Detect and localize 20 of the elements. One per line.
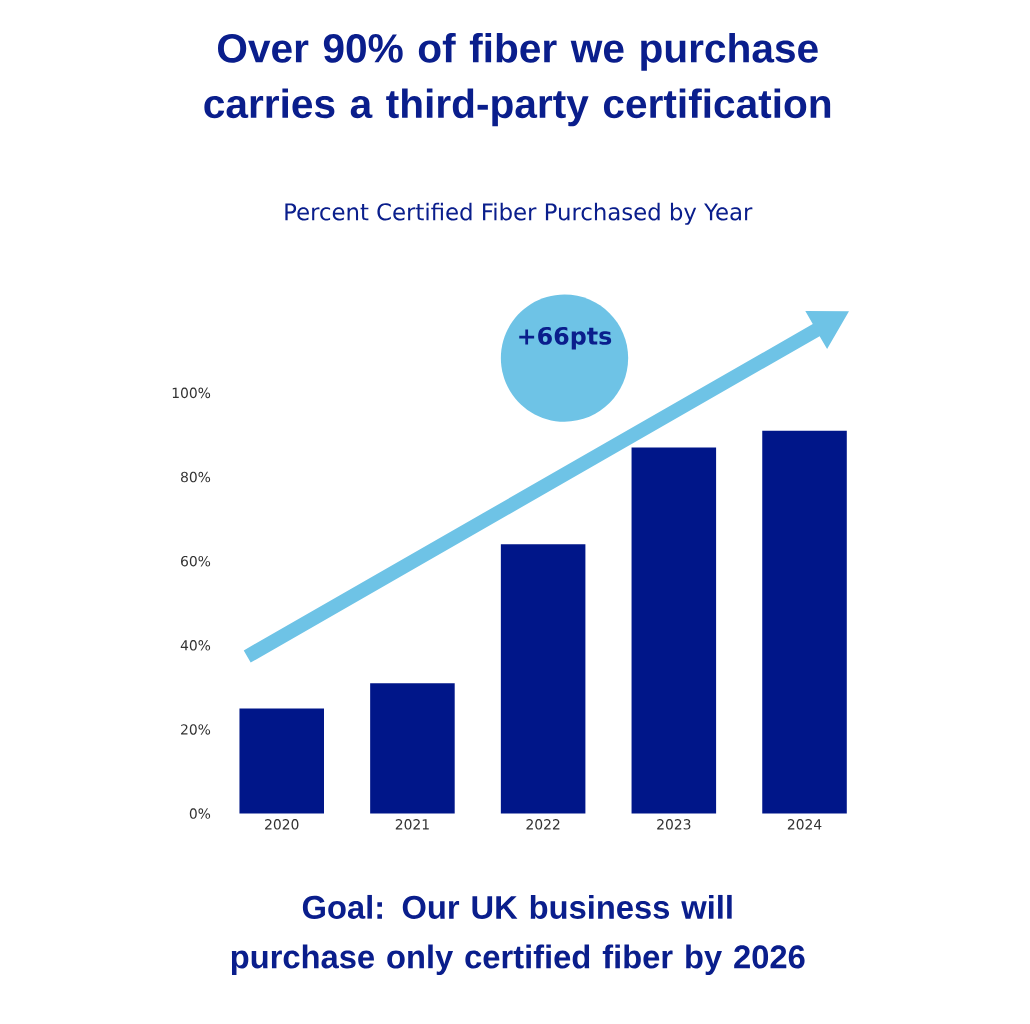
chart-subtitle: Percent Certified Fiber Purchased by Year	[285, 202, 753, 225]
bar	[762, 430, 847, 814]
x-tick-label: 2024	[787, 818, 822, 830]
bar	[239, 708, 324, 814]
y-tick-label: 40%	[180, 639, 211, 651]
x-tick-label: 2023	[657, 818, 691, 830]
y-tick-label: 80%	[181, 471, 211, 483]
text: Goal: Our UK business will purchase only certified fiber by 2026	[231, 894, 805, 975]
x-tick-label: 2021	[395, 818, 429, 830]
y-tick-label: 20%	[181, 723, 211, 735]
text: +66pts	[519, 326, 612, 350]
x-tick-label: 2020	[265, 818, 299, 830]
bar	[500, 544, 586, 814]
y-tick-label: 60%	[181, 555, 211, 567]
y-tick-label: 0%	[189, 808, 211, 819]
bar	[631, 447, 717, 814]
y-tick-label: 100%	[172, 387, 211, 398]
bar	[370, 682, 455, 814]
x-tick-label: 2022	[526, 818, 560, 830]
chart-title: Over 90% of fiber we purchase carries a third-party certification	[204, 32, 831, 126]
